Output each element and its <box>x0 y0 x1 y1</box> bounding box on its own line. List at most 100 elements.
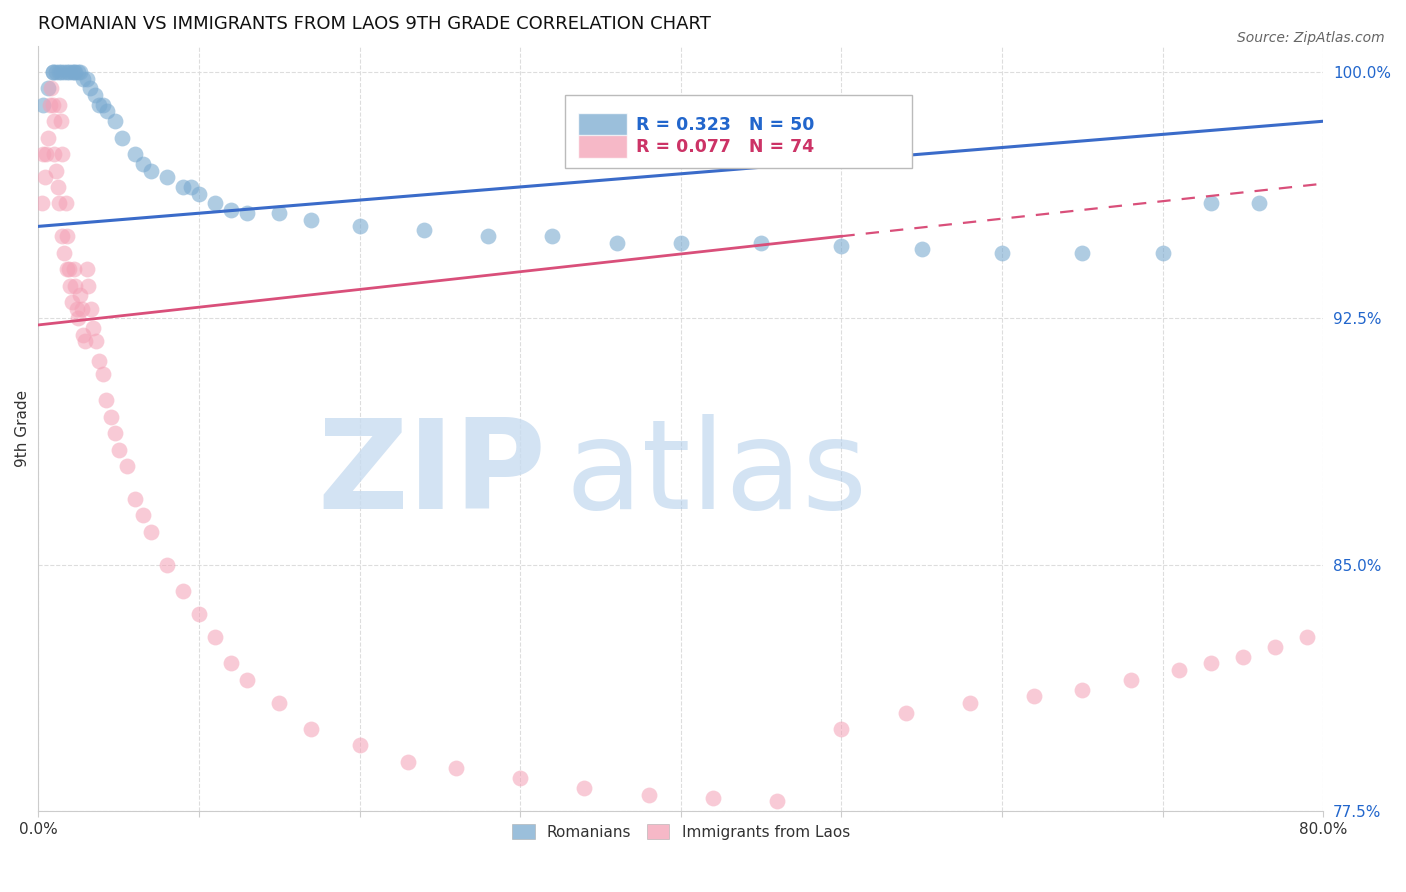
Point <box>60 65 83 79</box>
Point <box>115 459 138 474</box>
Point <box>236 673 259 687</box>
Text: atlas: atlas <box>565 414 868 535</box>
Point <box>139 163 162 178</box>
Point <box>65 278 87 293</box>
Point <box>42 65 65 79</box>
Point <box>1296 630 1319 644</box>
Point <box>894 706 917 720</box>
Point <box>156 170 179 185</box>
Point <box>51 229 73 244</box>
Point <box>58 262 80 277</box>
Point <box>84 334 107 349</box>
Point <box>53 65 76 79</box>
Point <box>188 186 211 201</box>
Point <box>1232 649 1254 664</box>
Point <box>77 278 100 293</box>
Point <box>60 294 83 309</box>
Point <box>91 368 114 382</box>
Point <box>830 722 852 736</box>
Point <box>749 235 772 250</box>
Point <box>830 239 852 253</box>
Point <box>49 114 72 128</box>
Point <box>132 508 155 523</box>
Point <box>702 791 724 805</box>
FancyBboxPatch shape <box>565 95 912 169</box>
Point <box>49 65 72 79</box>
Point <box>69 65 91 79</box>
Text: ROMANIAN VS IMMIGRANTS FROM LAOS 9TH GRADE CORRELATION CHART: ROMANIAN VS IMMIGRANTS FROM LAOS 9TH GRA… <box>38 15 711 33</box>
Point <box>574 781 596 796</box>
Point <box>56 229 79 244</box>
Point <box>67 65 90 79</box>
Point <box>62 262 84 277</box>
Point <box>44 147 66 161</box>
Point <box>236 206 259 220</box>
Point <box>70 301 93 316</box>
Point <box>72 327 94 342</box>
Point <box>79 81 101 95</box>
Point <box>94 393 117 408</box>
Point <box>111 130 134 145</box>
Point <box>37 130 59 145</box>
FancyBboxPatch shape <box>578 113 627 136</box>
Point <box>58 65 80 79</box>
Point <box>1071 682 1094 697</box>
Point <box>669 235 692 250</box>
Point <box>911 243 934 257</box>
Point <box>32 97 55 112</box>
Point <box>606 235 628 250</box>
Point <box>991 245 1014 260</box>
Point <box>172 180 194 194</box>
Point <box>69 288 91 302</box>
Point <box>80 301 103 316</box>
Point <box>96 104 118 119</box>
Point <box>219 657 242 671</box>
Point <box>38 97 60 112</box>
Point <box>76 71 98 86</box>
Point <box>53 245 76 260</box>
Point <box>83 87 105 102</box>
Point <box>55 196 77 211</box>
Point <box>396 755 419 769</box>
Point <box>107 442 129 457</box>
Point <box>76 262 98 277</box>
Point <box>104 114 127 128</box>
Point <box>188 607 211 621</box>
Point <box>124 491 146 506</box>
Point <box>44 114 66 128</box>
Text: Source: ZipAtlas.com: Source: ZipAtlas.com <box>1237 31 1385 45</box>
Point <box>65 65 87 79</box>
Text: R = 0.077   N = 74: R = 0.077 N = 74 <box>636 137 814 156</box>
Point <box>204 196 226 211</box>
Point <box>34 170 56 185</box>
Point <box>66 301 89 316</box>
Point <box>48 196 70 211</box>
Point <box>1199 196 1222 211</box>
Point <box>42 97 65 112</box>
Point <box>51 147 73 161</box>
Point <box>156 558 179 572</box>
Point <box>637 788 659 802</box>
Point <box>1199 657 1222 671</box>
Point <box>48 65 70 79</box>
Point <box>349 739 371 753</box>
Point <box>72 71 94 86</box>
Point <box>477 229 499 244</box>
Point <box>45 163 67 178</box>
Point <box>39 81 62 95</box>
Point <box>62 65 84 79</box>
Point <box>59 278 82 293</box>
Point <box>172 584 194 599</box>
Point <box>67 311 90 326</box>
Point <box>269 206 291 220</box>
Point <box>31 196 53 211</box>
Point <box>89 354 111 368</box>
Point <box>1071 245 1094 260</box>
FancyBboxPatch shape <box>578 136 627 158</box>
Point <box>35 147 58 161</box>
Point <box>219 202 242 217</box>
Point <box>1167 663 1189 677</box>
Point <box>100 409 122 424</box>
Point <box>541 229 564 244</box>
Point <box>1024 689 1046 703</box>
